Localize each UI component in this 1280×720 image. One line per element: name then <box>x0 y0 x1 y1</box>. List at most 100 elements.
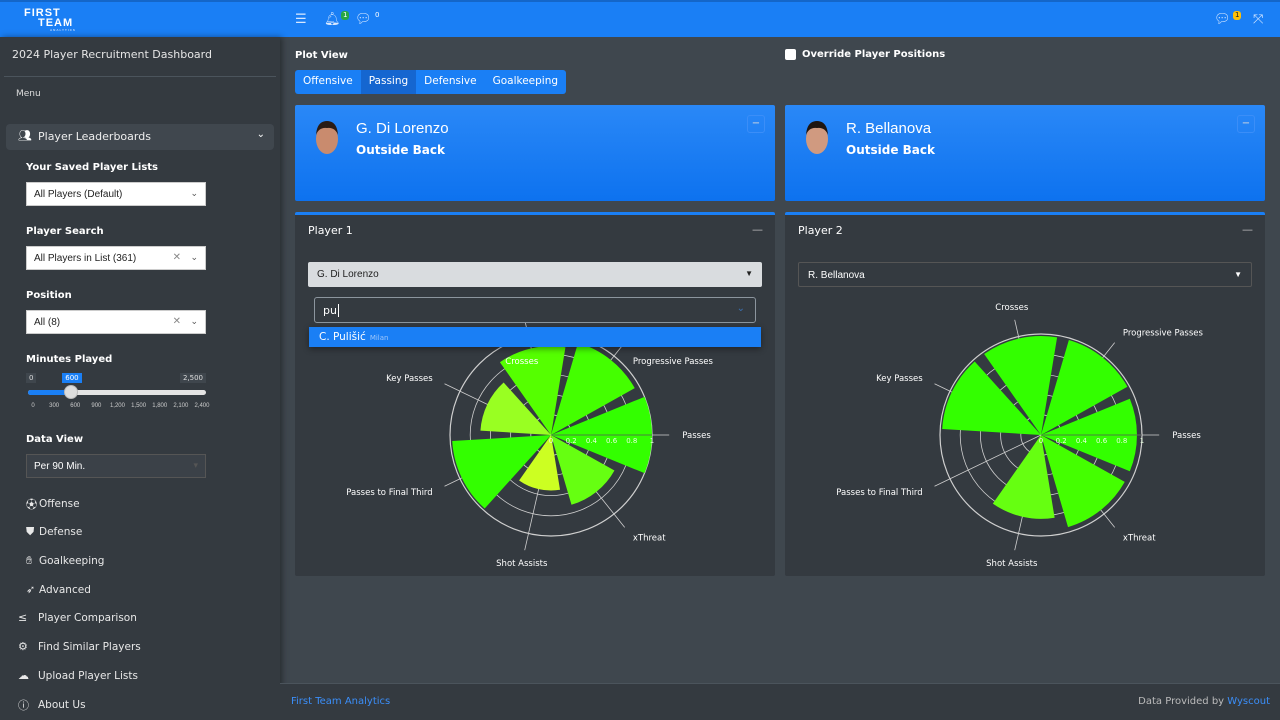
sidebar-item-about-us[interactable]: ⓘ About Us <box>18 697 86 713</box>
caret-down-icon: ▾ <box>193 460 198 470</box>
slider-tick-label: 1,500 <box>131 403 147 409</box>
minutes-slider[interactable]: 0 600 2,500 0 300 600 900 1,200 1,500 1,800 2,1… <box>26 373 210 413</box>
sidebar-item-player-leaderboards[interactable]: 👥︎ Player Leaderboards ⌄ <box>6 124 274 150</box>
sidebar-item-label: Goalkeeping <box>39 555 105 567</box>
slider-tick-label: 1,200 <box>109 403 125 409</box>
divider <box>4 76 276 77</box>
gears-icon: ⚙︎ <box>18 640 28 653</box>
sidebar-item-defense[interactable]: ⛊ Defense <box>26 525 82 539</box>
player-2-select[interactable]: R. Bellanova ▼ <box>798 262 1252 287</box>
bar-passes-to-final-third <box>452 435 551 509</box>
bar-progressive-passes <box>1041 340 1128 435</box>
sidebar-item-offense[interactable]: ⚽︎ Offense <box>26 496 80 512</box>
slider-handle[interactable] <box>64 385 79 399</box>
category-label: Passes to Final Third <box>836 488 922 498</box>
hamburger-menu-icon[interactable]: ☰ <box>295 12 307 27</box>
override-positions-checkbox[interactable]: Override Player Positions <box>785 49 945 60</box>
slider-tick-label: 2,400 <box>194 403 210 409</box>
text-cursor <box>337 304 339 317</box>
bar-xthreat <box>1041 435 1125 528</box>
sidebar-item-label: Advanced <box>39 583 91 596</box>
tab-offensive[interactable]: Offensive <box>303 75 353 87</box>
tab-defensive[interactable]: Defensive <box>424 75 477 87</box>
footer-brand-link[interactable]: First Team Analytics <box>291 696 391 707</box>
axis-line <box>934 434 1042 487</box>
player-position: Outside Back <box>356 143 445 157</box>
collapse-icon[interactable]: — <box>752 223 763 236</box>
player-1-avatar <box>316 121 338 154</box>
clear-icon[interactable]: ✕ <box>172 316 181 327</box>
sidebar-item-upload-player-lists[interactable]: ☁︎ Upload Player Lists <box>18 669 138 682</box>
collapse-icon[interactable]: — <box>1242 223 1253 236</box>
player-search-input[interactable]: pu ⌄ <box>314 297 756 323</box>
chat-icon[interactable]: 💬︎ <box>1214 12 1231 27</box>
player-2-polar-chart: 0 0.2 0.4 0.6 0.8 1 Passes Progressive Passes Cr… <box>836 303 1203 569</box>
collapse-button[interactable]: − <box>747 115 765 133</box>
chevron-down-icon: ⌄ <box>256 129 265 140</box>
dropdown-option[interactable]: C. Pulišić Milan <box>309 327 761 347</box>
radial-tick-label: 0 <box>549 437 553 445</box>
category-label: Shot Assists <box>986 559 1038 569</box>
select-value: Per 90 Min. <box>34 461 86 472</box>
comments-icon[interactable]: 💬︎ <box>355 12 372 27</box>
tab-goalkeeping[interactable]: Goalkeeping <box>492 75 559 87</box>
futbol-icon: ⚽︎ <box>26 498 37 511</box>
hand-icon: ✋︎ <box>26 554 33 567</box>
chevron-down-icon: ⌄ <box>190 188 198 198</box>
messages-badge: 0 <box>375 11 380 19</box>
footer: First Team Analytics Data Provided by Wy… <box>280 683 1280 720</box>
tab-passing[interactable]: Passing <box>360 70 417 94</box>
player-1-chart-card: 0 0.2 0.4 0.6 0.8 1 Passes Progressive Passes Cr… <box>295 212 775 576</box>
bell-icon[interactable]: 🔔︎ <box>324 12 341 27</box>
checkbox-label: Override Player Positions <box>802 49 946 60</box>
saved-lists-label: Your Saved Player Lists <box>26 162 159 173</box>
collapse-button[interactable]: − <box>1237 115 1255 133</box>
plot-view-label: Plot View <box>295 50 348 61</box>
saved-lists-select[interactable]: All Players (Default) ⌄ <box>26 182 206 206</box>
sidebar: 2024 Player Recruitment Dashboard Menu 👥… <box>0 37 280 720</box>
category-label: Passes to Final Third <box>346 488 432 498</box>
notification-badge: 1 <box>341 11 350 20</box>
radial-tick-label: 0 <box>1039 437 1043 445</box>
slider-tick-label: 900 <box>91 403 102 409</box>
player-search-select[interactable]: All Players in List (361) ✕ ⌄ <box>26 246 206 270</box>
player-1-select[interactable]: G. Di Lorenzo ▼ <box>308 262 762 287</box>
player-position: Outside Back <box>846 143 935 157</box>
sidebar-item-goalkeeping[interactable]: ✋︎ Goalkeeping <box>26 554 104 568</box>
data-view-label: Data View <box>26 434 84 445</box>
sidebar-item-advanced[interactable]: ➶ Advanced <box>26 583 91 596</box>
radial-tick-label: 1 <box>1140 437 1144 445</box>
slider-tick-label: 2,100 <box>173 403 189 409</box>
wyscout-link[interactable]: Wyscout <box>1227 696 1270 707</box>
sidebar-item-player-comparison[interactable]: ≤ Player Comparison <box>18 611 137 624</box>
sidebar-item-label: Find Similar Players <box>38 640 141 653</box>
radial-tick-label: 0.8 <box>1116 437 1127 445</box>
slider-max-label: 2,500 <box>179 373 206 383</box>
search-text: pu <box>323 304 337 317</box>
radial-tick-label: 0.2 <box>566 437 577 445</box>
category-label: Shot Assists <box>496 559 548 569</box>
chat-badge: 1 <box>1233 11 1242 20</box>
bar-key-passes <box>942 361 1041 435</box>
radial-tick-label: 0.4 <box>586 437 598 445</box>
fullscreen-icon[interactable]: ⤧ <box>1253 12 1264 27</box>
radial-tick-label: 0.2 <box>1056 437 1067 445</box>
slider-tick-label: 600 <box>70 403 81 409</box>
first-team-logo[interactable]: FIRST TEAM ANALYTICS <box>24 7 76 33</box>
slider-value-label: 600 <box>62 373 82 383</box>
player-name: G. Di Lorenzo <box>356 120 449 137</box>
select-value: All (8) <box>34 317 61 328</box>
category-label: Key Passes <box>876 374 923 384</box>
position-label: Position <box>26 290 72 301</box>
checkbox[interactable] <box>785 49 796 60</box>
sidebar-item-find-similar-players[interactable]: ⚙︎ Find Similar Players <box>18 640 141 653</box>
bar-crosses <box>499 346 566 435</box>
radial-tick-label: 0.6 <box>606 437 618 445</box>
slider-track[interactable] <box>28 385 206 399</box>
data-view-select[interactable]: Per 90 Min. ▾ <box>26 454 206 478</box>
radial-tick-label: 0.6 <box>1096 437 1108 445</box>
card-title: Player 2 <box>798 224 843 237</box>
clear-icon[interactable]: ✕ <box>172 252 181 263</box>
slider-tick-label: 300 <box>49 403 60 409</box>
position-select[interactable]: All (8) ✕ ⌄ <box>26 310 206 334</box>
